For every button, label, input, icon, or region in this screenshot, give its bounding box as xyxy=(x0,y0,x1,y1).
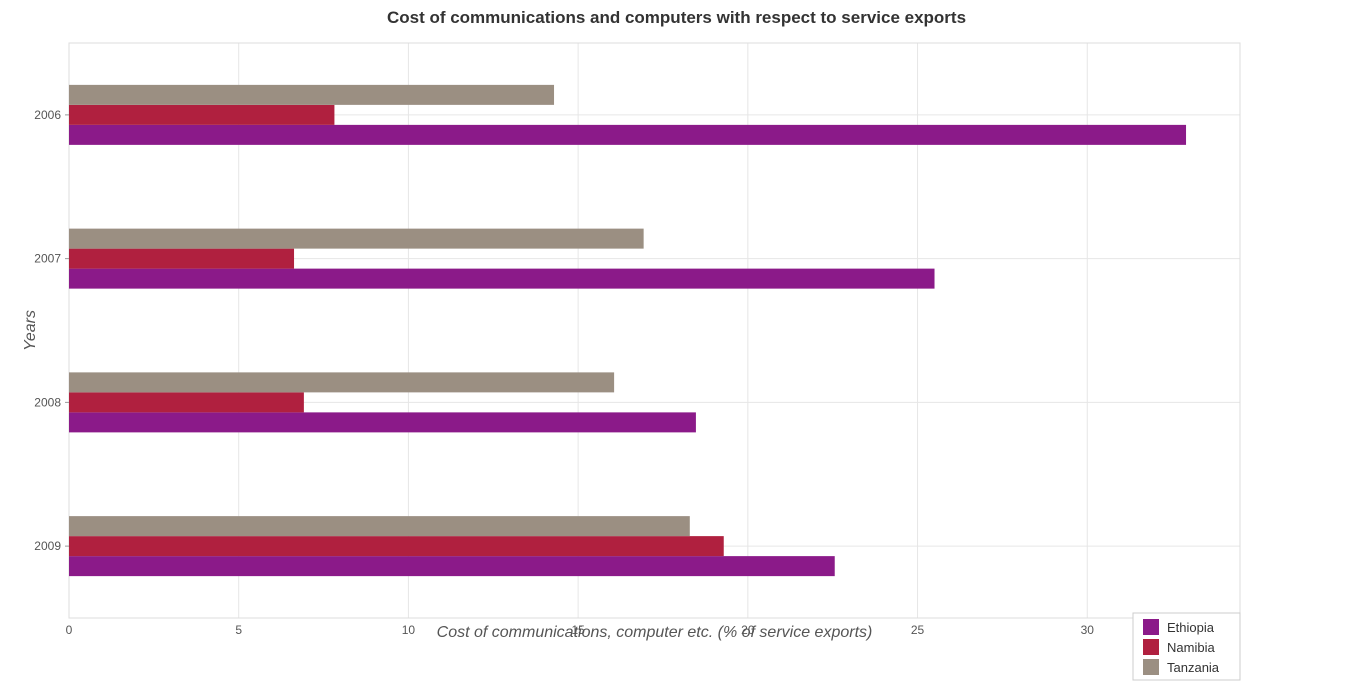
x-tick-label: 25 xyxy=(911,623,925,637)
bar-namibia-2008 xyxy=(69,392,304,413)
bars xyxy=(69,84,1187,577)
x-tick-label: 10 xyxy=(402,623,416,637)
legend-swatch-ethiopia xyxy=(1143,619,1159,635)
legend-swatch-tanzania xyxy=(1143,659,1159,675)
bar-namibia-2007 xyxy=(69,248,295,269)
legend: Ethiopia Namibia Tanzania xyxy=(1132,612,1241,681)
x-tick-label: 0 xyxy=(66,623,73,637)
legend-label-namibia: Namibia xyxy=(1167,640,1215,655)
y-tick-label: 2009 xyxy=(34,539,61,553)
x-axis-title: Cost of communications, computer etc. (%… xyxy=(437,624,873,641)
x-tick-label: 15 xyxy=(571,623,585,637)
bar-ethiopia-2006 xyxy=(69,124,1187,145)
x-tick-label: 30 xyxy=(1081,623,1095,637)
y-tick-label: 2008 xyxy=(34,395,61,409)
axes: 2006 2007 2008 2009 0 5 10 15 20 25 30 Cost of comm… xyxy=(22,108,1094,641)
bar-namibia-2009 xyxy=(69,536,724,557)
legend-swatch-namibia xyxy=(1143,639,1159,655)
bar-tanzania-2008 xyxy=(69,372,615,393)
x-tick-label: 20 xyxy=(741,623,755,637)
bar-ethiopia-2007 xyxy=(69,268,935,289)
legend-label-ethiopia: Ethiopia xyxy=(1167,620,1215,635)
bar-tanzania-2006 xyxy=(69,84,555,105)
bar-ethiopia-2008 xyxy=(69,412,696,433)
bar-ethiopia-2009 xyxy=(69,556,835,577)
chart-title: Cost of communications and computers wit… xyxy=(386,8,967,27)
y-tick-label: 2006 xyxy=(34,108,61,122)
legend-label-tanzania: Tanzania xyxy=(1167,660,1220,675)
bar-namibia-2006 xyxy=(69,104,335,125)
bar-tanzania-2007 xyxy=(69,228,644,249)
plot-border xyxy=(68,42,1241,619)
bar-tanzania-2009 xyxy=(69,516,690,537)
y-axis-title: Years xyxy=(22,310,39,351)
y-tick-label: 2007 xyxy=(34,252,61,266)
x-tick-label: 5 xyxy=(235,623,242,637)
